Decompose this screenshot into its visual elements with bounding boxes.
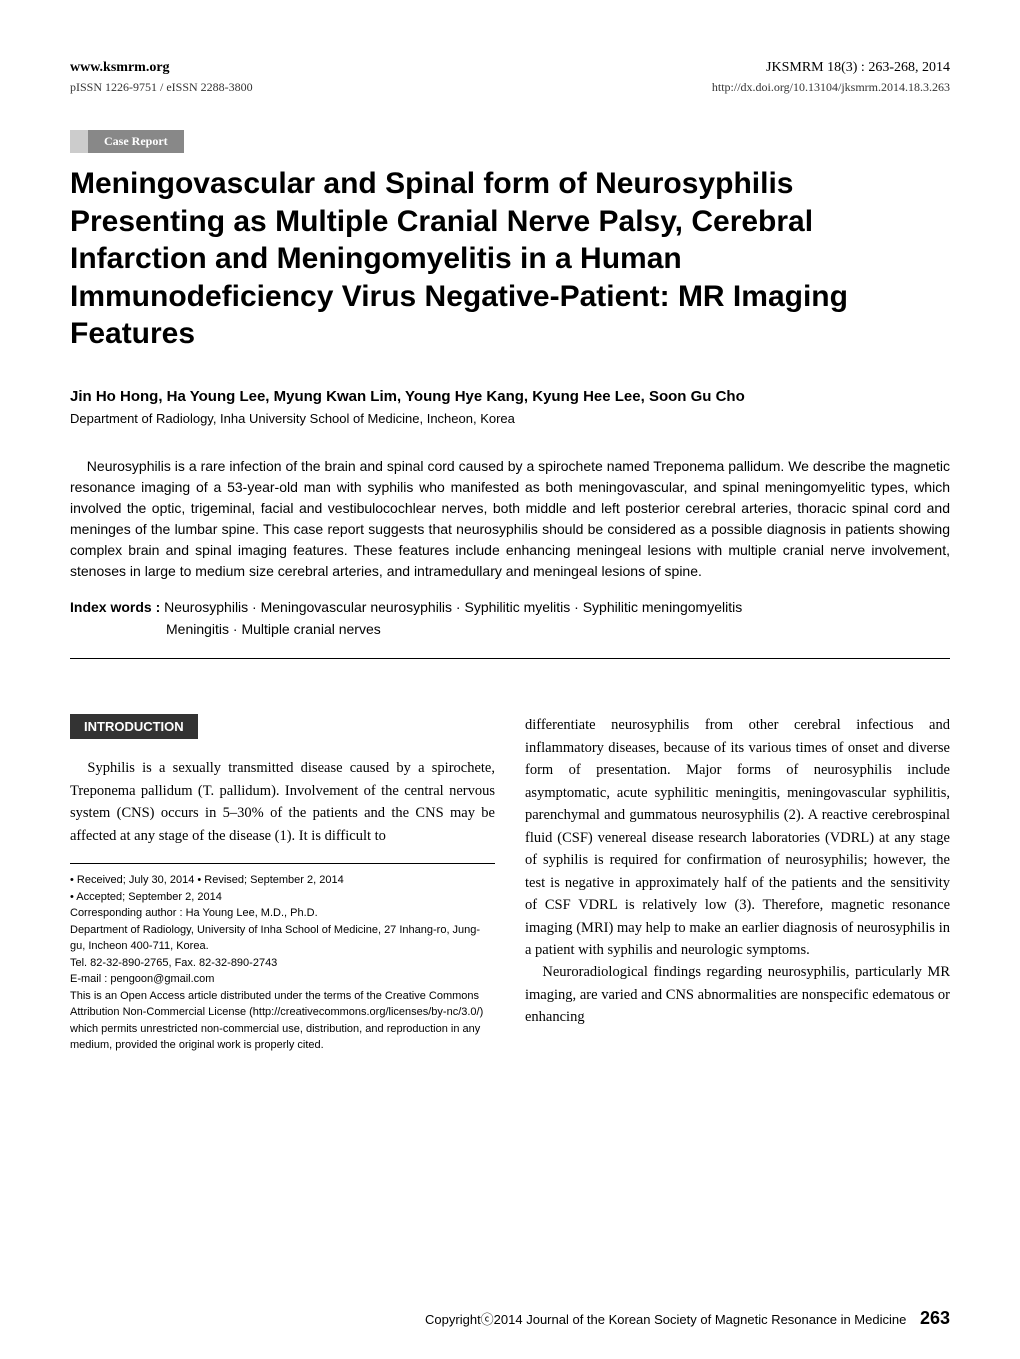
header-row: www.ksmrm.org JKSMRM 18(3) : 263-268, 20…: [70, 60, 950, 76]
index-words: Index words : Neurosyphilis · Meningovas…: [70, 596, 950, 641]
website-url: www.ksmrm.org: [70, 60, 170, 76]
footnote-received: • Received; July 30, 2014 • Revised; Sep…: [70, 872, 495, 889]
article-title: Meningovascular and Spinal form of Neuro…: [70, 165, 950, 353]
intro-paragraph-1-cont: differentiate neurosyphilis from other c…: [525, 714, 950, 961]
footnote-department: Department of Radiology, University of I…: [70, 922, 495, 955]
copyright-text: Copyrightⓒ2014 Journal of the Korean Soc…: [425, 1312, 906, 1327]
authors-list: Jin Ho Hong, Ha Young Lee, Myung Kwan Li…: [70, 388, 950, 405]
affiliation-text: Department of Radiology, Inha University…: [70, 411, 950, 426]
index-words-label: Index words :: [70, 599, 160, 615]
footnote-email: E-mail : pengoon@gmail.com: [70, 971, 495, 988]
left-column: INTRODUCTION Syphilis is a sexually tran…: [70, 714, 495, 1053]
journal-reference: JKSMRM 18(3) : 263-268, 2014: [766, 60, 950, 76]
footnote-license: This is an Open Access article distribut…: [70, 988, 495, 1054]
introduction-header: INTRODUCTION: [70, 714, 198, 739]
intro-paragraph-1: Syphilis is a sexually transmitted disea…: [70, 757, 495, 847]
section-divider: [70, 658, 950, 659]
issn-text: pISSN 1226-9751 / eISSN 2288-3800: [70, 80, 253, 95]
index-words-line2: Meningitis · Multiple cranial nerves: [166, 618, 950, 640]
footnote-accepted: • Accepted; September 2, 2014: [70, 889, 495, 906]
case-report-badge: Case Report: [70, 130, 184, 153]
footnote-block: • Received; July 30, 2014 • Revised; Sep…: [70, 872, 495, 1054]
intro-paragraph-2: Neuroradiological findings regarding neu…: [525, 961, 950, 1028]
right-column: differentiate neurosyphilis from other c…: [525, 714, 950, 1053]
doi-text: http://dx.doi.org/10.13104/jksmrm.2014.1…: [712, 80, 950, 95]
two-column-layout: INTRODUCTION Syphilis is a sexually tran…: [70, 714, 950, 1053]
page-number: 263: [920, 1308, 950, 1328]
footnote-phone: Tel. 82-32-890-2765, Fax. 82-32-890-2743: [70, 955, 495, 972]
page-footer: Copyrightⓒ2014 Journal of the Korean Soc…: [425, 1308, 950, 1329]
footnote-divider: [70, 863, 495, 864]
footnote-corresponding: Corresponding author : Ha Young Lee, M.D…: [70, 905, 495, 922]
subheader-row: pISSN 1226-9751 / eISSN 2288-3800 http:/…: [70, 80, 950, 95]
index-words-line1: Neurosyphilis · Meningovascular neurosyp…: [164, 599, 742, 615]
abstract-text: Neurosyphilis is a rare infection of the…: [70, 456, 950, 582]
